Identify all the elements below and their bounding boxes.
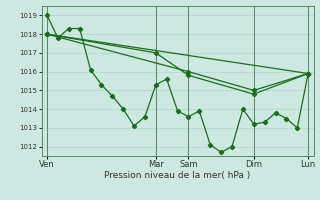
X-axis label: Pression niveau de la mer( hPa ): Pression niveau de la mer( hPa ) (104, 171, 251, 180)
